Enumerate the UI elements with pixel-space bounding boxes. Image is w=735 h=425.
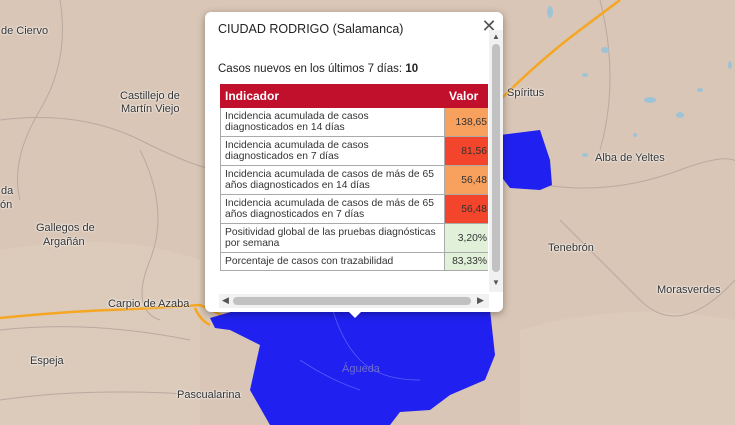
value-cell: 3,20% [444,223,488,253]
place-label: Gallegos de [36,222,95,234]
indicator-cell: Incidencia acumulada de casos diagnostic… [220,136,445,166]
value-cell: 81,56 [444,136,488,166]
indicators-table: Indicador Valor Incidencia acumulada de … [220,84,488,271]
value-cell: 56,48 [444,194,488,224]
scroll-up-arrow-icon[interactable]: ▲ [492,32,500,41]
popup-content: CIUDAD RODRIGO (Salamanca) Casos nuevos … [218,18,488,290]
summary-line: Casos nuevos en los últimos 7 días: 10 [218,63,488,75]
indicator-cell: Positividad global de las pruebas diagnó… [220,223,445,253]
place-label: Tenebrón [548,242,594,254]
value-cell: 56,48 [444,165,488,195]
place-label: Martín Viejo [121,103,180,115]
vertical-scrollbar[interactable]: ▲ ▼ [489,30,503,292]
horizontal-scrollbar[interactable]: ◀ ▶ [219,294,489,308]
vertical-scroll-thumb[interactable] [492,44,500,272]
header-indicator: Indicador [220,84,445,108]
table-row: Incidencia acumulada de casos diagnostic… [220,107,488,137]
header-value: Valor [444,84,488,108]
value-cell: 138,65 [444,107,488,137]
indicator-cell: Porcentaje de casos con trazabilidad [220,252,445,271]
place-label: da [1,185,14,197]
table-row: Porcentaje de casos con trazabilidad 83,3… [220,252,488,271]
place-label: de Ciervo [1,25,49,37]
table-header-row: Indicador Valor [220,84,488,108]
scroll-down-arrow-icon[interactable]: ▼ [492,278,500,287]
value-cell: 83,33% [444,252,488,271]
scroll-left-arrow-icon[interactable]: ◀ [222,295,229,305]
place-label: ón [0,199,13,211]
place-label: Águeda [342,363,380,375]
place-label: Argañán [43,236,85,248]
table-row: Incidencia acumulada de casos diagnostic… [220,136,488,166]
indicator-cell: Incidencia acumulada de casos diagnostic… [220,107,445,137]
place-label: Alba de Yeltes [595,152,665,164]
place-label: Espeja [30,355,64,367]
summary-label: Casos nuevos en los últimos 7 días: [218,63,403,75]
indicator-cell: Incidencia acumulada de casos de más de … [220,165,445,195]
table-row: Incidencia acumulada de casos de más de … [220,165,488,195]
place-label: Castillejo de [120,90,180,102]
table-row: Incidencia acumulada de casos de más de … [220,194,488,224]
horizontal-scroll-thumb[interactable] [233,297,471,305]
summary-value: 10 [405,63,419,75]
table-row: Positividad global de las pruebas diagnó… [220,223,488,253]
place-label: Spíritus [507,87,545,99]
place-label: Morasverdes [657,284,721,296]
popup-title: CIUDAD RODRIGO (Salamanca) [218,22,404,36]
municipality-region [210,130,552,425]
place-label: Pascualarina [177,389,241,401]
indicator-cell: Incidencia acumulada de casos de más de … [220,194,445,224]
scroll-right-arrow-icon[interactable]: ▶ [477,295,484,305]
popup-pointer [345,308,365,318]
place-label: Carpio de Azaba [108,298,190,310]
